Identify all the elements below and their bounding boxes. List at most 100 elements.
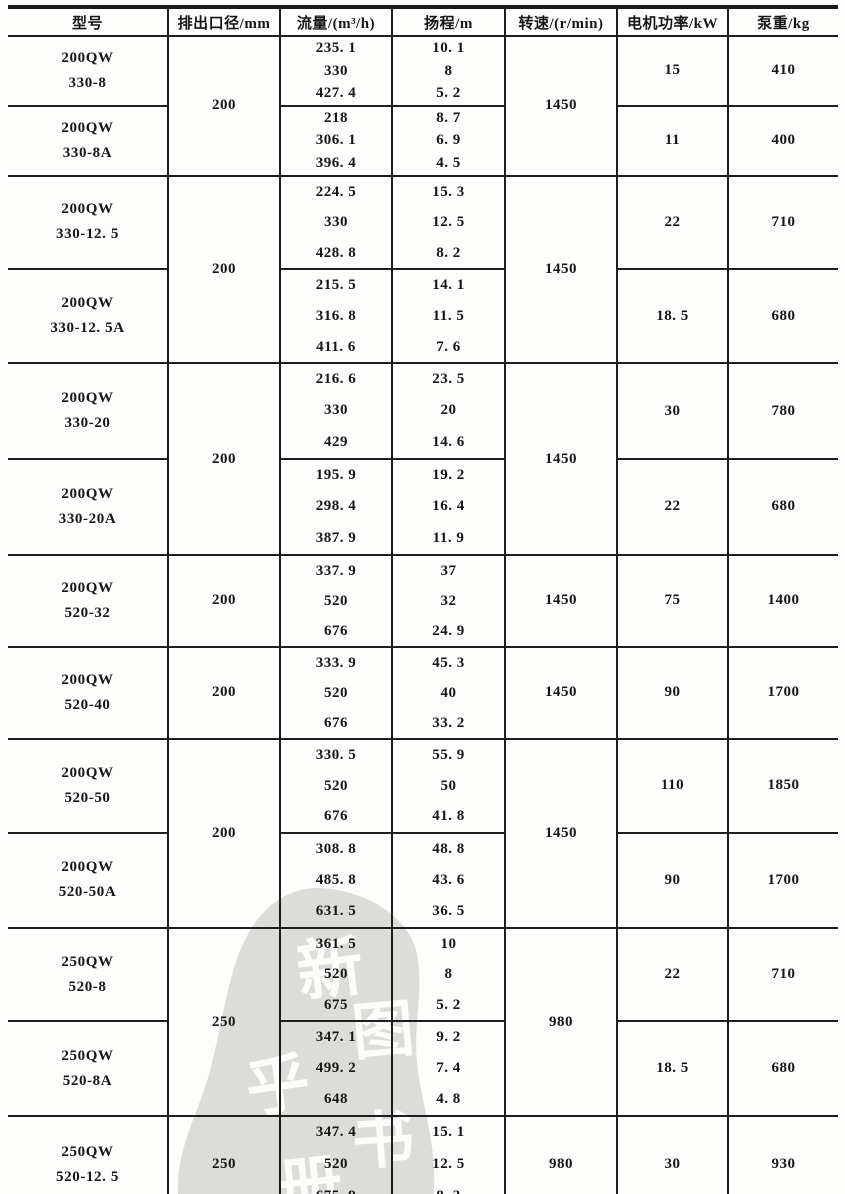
power-cell: 30 (616, 362, 728, 460)
col-header-speed: 转速/(r/min) (504, 7, 617, 37)
diameter-cell: 200 (167, 36, 280, 176)
col-header-power: 电机功率/kW (616, 7, 728, 37)
head-cell: 55. 9 50 41. 8 (391, 737, 505, 833)
flow-cell: 337. 9 520 676 (279, 553, 392, 647)
head-cell: 10. 1 8 5. 2 (391, 36, 505, 106)
col-header-flow: 流量/(m³/h) (279, 7, 392, 37)
flow-cell: 308. 8 485. 8 631. 5 (279, 831, 392, 928)
head-cell: 15. 3 12. 5 8. 2 (391, 174, 505, 270)
head-cell: 9. 2 7. 4 4. 8 (391, 1020, 505, 1117)
weight-cell: 400 (727, 104, 838, 176)
table-row: 200QW 520-50 200 330. 5 520 676 55. 9 50 41. … (8, 737, 838, 928)
weight-cell: 710 (727, 926, 838, 1022)
flow-cell: 216. 6 330 429 (279, 362, 392, 460)
power-cell: 30 (616, 1115, 728, 1194)
col-header-weight: 泵重/kg (727, 7, 838, 37)
power-cell: 18. 5 (616, 268, 728, 364)
speed-cell: 1450 (504, 36, 617, 176)
flow-cell: 218 306. 1 396. 4 (279, 104, 392, 176)
speed-cell: 1450 (504, 737, 617, 928)
weight-cell: 930 (727, 1115, 838, 1194)
head-cell: 15. 112. 58. 3 (391, 1115, 505, 1194)
power-cell: 90 (616, 831, 728, 928)
table-row: 200QW 330-12. 5A 215. 5 316. 8 411. 6 14. 1… (8, 268, 838, 364)
model-cell: 250QW 520-8A (8, 1020, 168, 1117)
diameter-cell: 200 (167, 362, 280, 555)
model-cell: 200QW 330-12. 5 (8, 174, 168, 270)
weight-cell: 1700 (727, 645, 838, 739)
table-row: 250QW 520-8 250 361. 5 520 675 10 8 5. 2 980 … (8, 926, 838, 1117)
head-cell: 37 32 24. 9 (391, 553, 505, 647)
speed-cell: 1450 (504, 362, 617, 555)
flow-cell: 195. 9 298. 4 387. 9 (279, 458, 392, 555)
model-cell: 200QW 330-12. 5A (8, 268, 168, 364)
flow-cell: 235. 1 330 427. 4 (279, 36, 392, 106)
diameter-cell: 200 (167, 737, 280, 928)
flow-cell: 333. 9 520 676 (279, 645, 392, 739)
power-cell: 75 (616, 553, 728, 647)
weight-cell: 1700 (727, 831, 838, 928)
flow-cell: 330. 5 520 676 (279, 737, 392, 833)
weight-cell: 680 (727, 458, 838, 555)
flow-cell: 347. 1 499. 2 648 (279, 1020, 392, 1117)
table-row: 200QW 330-8A 218 306. 1 396. 4 8. 7 6. 9 4. 5… (8, 104, 838, 176)
head-cell: 8. 7 6. 9 4. 5 (391, 104, 505, 176)
diameter-cell: 200 (167, 645, 280, 739)
head-cell: 14. 1 11. 5 7. 6 (391, 268, 505, 364)
model-cell: 200QW 520-50A (8, 831, 168, 928)
table-row: 200QW 520-32 200 337. 9 520 676 37 32 24. 9 1… (8, 553, 838, 647)
col-header-model: 型号 (8, 7, 168, 37)
speed-cell: 980 (504, 1115, 617, 1194)
speed-cell: 980 (504, 926, 617, 1117)
table-row: 200QW 520-50A 308. 8 485. 8 631. 5 48. 8 43.… (8, 831, 838, 928)
flow-cell: 215. 5 316. 8 411. 6 (279, 268, 392, 364)
model-cell: 200QW 520-32 (8, 553, 168, 647)
power-cell: 11 (616, 104, 728, 176)
weight-cell: 780 (727, 362, 838, 460)
weight-cell: 1400 (727, 553, 838, 647)
flow-cell: 361. 5 520 675 (279, 926, 392, 1022)
table-row: 200QW 520-40 200 333. 9 520 676 45. 3 40 33. … (8, 645, 838, 739)
model-cell: 250QW 520-12. 5 (8, 1115, 168, 1194)
table-row: 250QW 520-8A 347. 1 499. 2 648 9. 2 7. 4 4. 8… (8, 1020, 838, 1117)
model-cell: 200QW 520-40 (8, 645, 168, 739)
diameter-cell: 250 (167, 926, 280, 1117)
diameter-cell: 200 (167, 553, 280, 647)
head-cell: 45. 3 40 33. 2 (391, 645, 505, 739)
flow-cell: 224. 5 330 428. 8 (279, 174, 392, 270)
power-cell: 18. 5 (616, 1020, 728, 1117)
power-cell: 22 (616, 458, 728, 555)
table-row: 200QW 330-20 200 216. 6 330 429 23. 5 20 14. … (8, 362, 838, 555)
speed-cell: 1450 (504, 174, 617, 364)
model-cell: 200QW 330-20A (8, 458, 168, 555)
weight-cell: 710 (727, 174, 838, 270)
head-cell: 19. 2 16. 4 11. 9 (391, 458, 505, 555)
head-cell: 10 8 5. 2 (391, 926, 505, 1022)
col-header-diameter: 排出口径/mm (167, 7, 280, 37)
table-row: 200QW 330-12. 5 200 224. 5 330 428. 8 15. 3… (8, 174, 838, 364)
power-cell: 90 (616, 645, 728, 739)
speed-cell: 1450 (504, 553, 617, 647)
model-cell: 250QW 520-8 (8, 926, 168, 1022)
head-cell: 48. 8 43. 6 36. 5 (391, 831, 505, 928)
power-cell: 15 (616, 36, 728, 106)
flow-cell: 347. 4520675. 9 (279, 1115, 392, 1194)
col-header-head: 扬程/m (391, 7, 505, 37)
model-cell: 200QW 330-20 (8, 362, 168, 460)
weight-cell: 1850 (727, 737, 838, 833)
weight-cell: 410 (727, 36, 838, 106)
power-cell: 22 (616, 174, 728, 270)
model-cell: 200QW 330-8A (8, 104, 168, 176)
speed-cell: 1450 (504, 645, 617, 739)
model-cell: 200QW 330-8 (61, 49, 114, 91)
weight-cell: 680 (727, 268, 838, 364)
header-row: 型号 排出口径/mm 流量/(m³/h) 扬程/m 转速/(r/min) 电机功… (8, 7, 838, 37)
weight-cell: 680 (727, 1020, 838, 1117)
pump-spec-table: 型号 排出口径/mm 流量/(m³/h) 扬程/m 转速/(r/min) 电机功… (8, 5, 838, 1194)
table-row: 200QW 330-8 200 235. 1 330 427. 4 10. 1 8 5. … (8, 36, 838, 176)
head-cell: 23. 5 20 14. 6 (391, 362, 505, 460)
diameter-cell: 250 (167, 1115, 280, 1194)
power-cell: 22 (616, 926, 728, 1022)
